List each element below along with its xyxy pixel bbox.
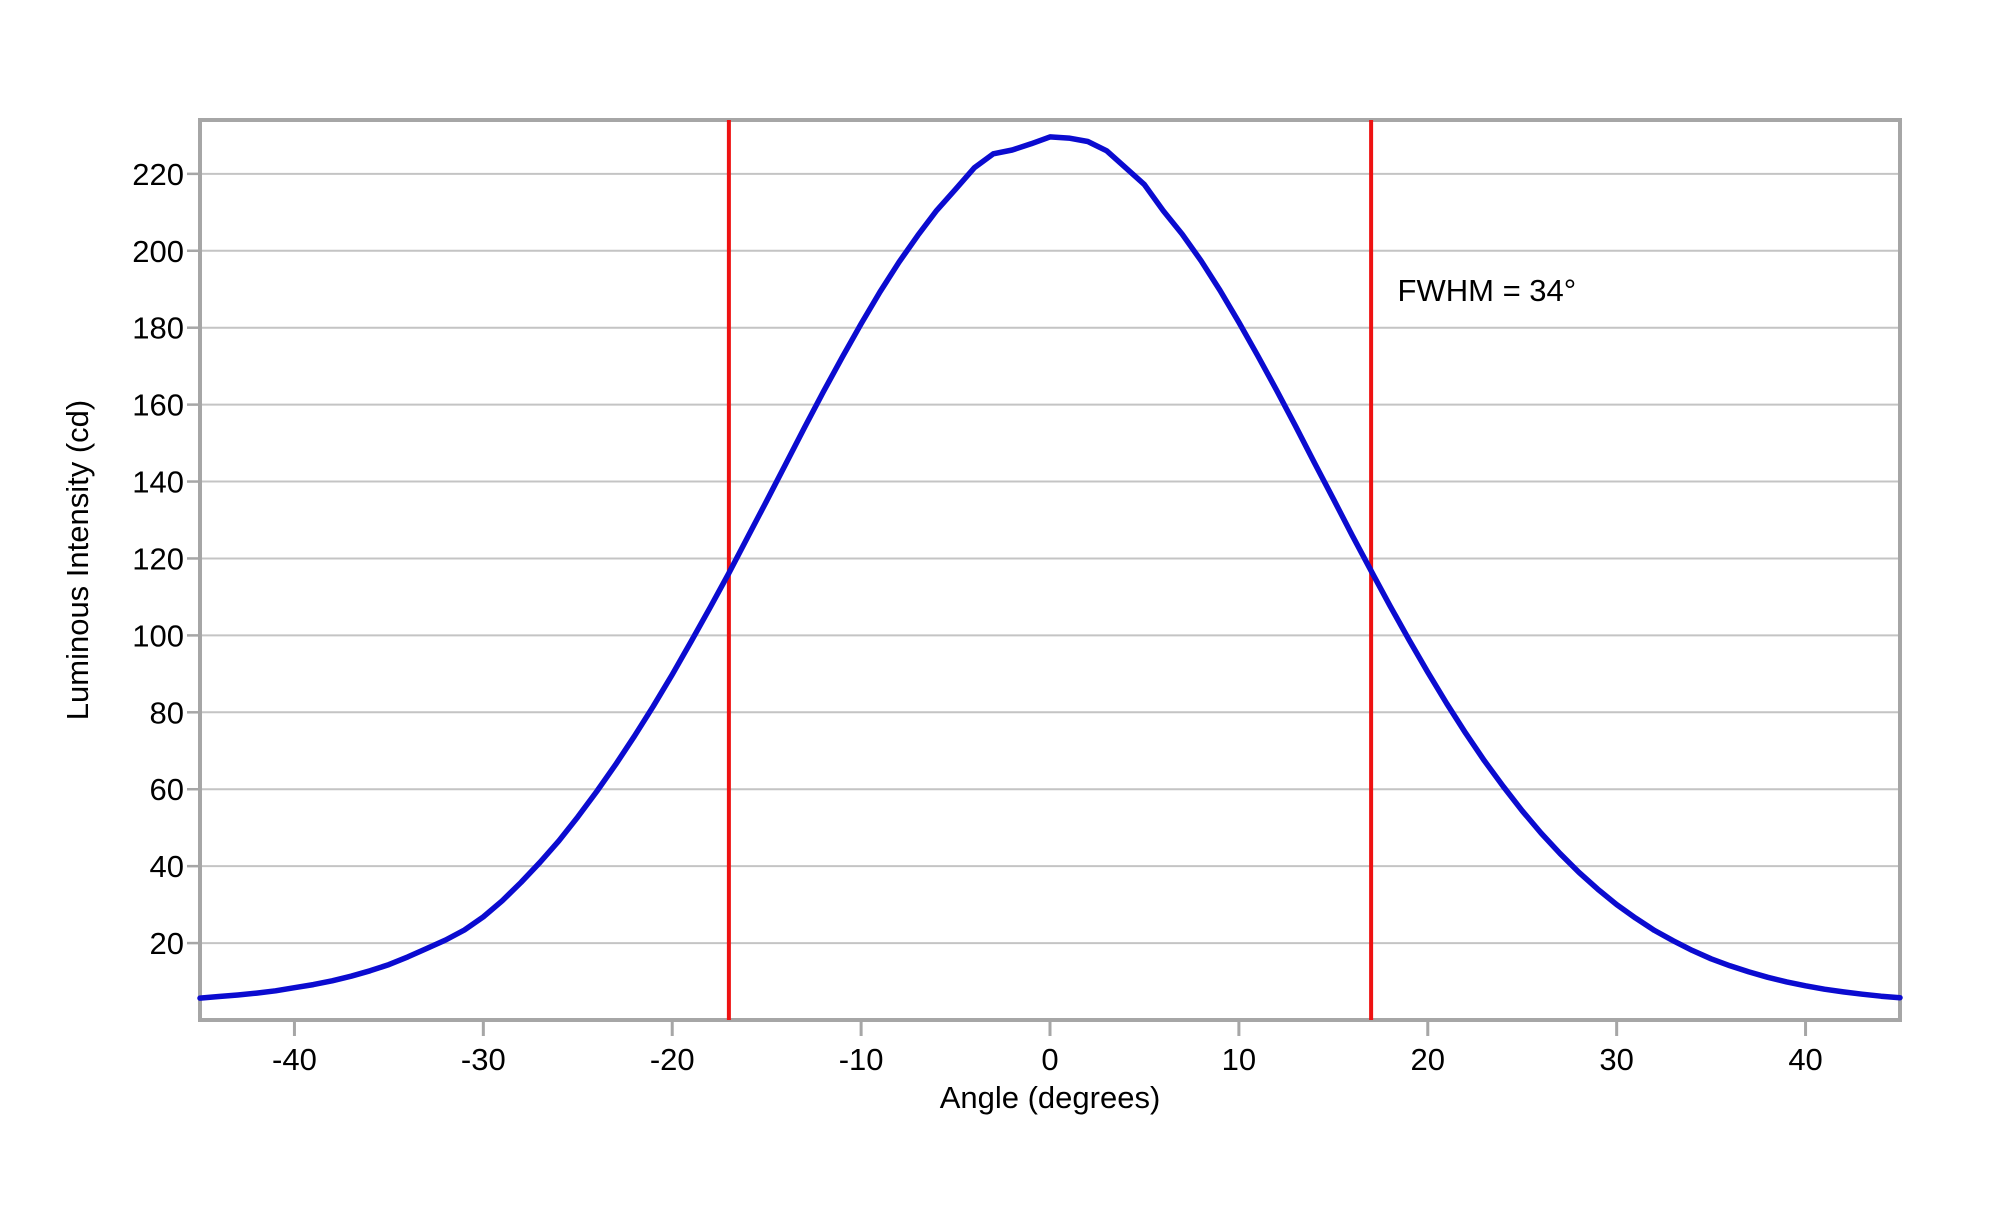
x-tick-label: 20	[1411, 1042, 1445, 1077]
y-tick-label: 60	[150, 772, 184, 807]
x-tick-label: -20	[650, 1042, 695, 1077]
gridlines-layer	[202, 172, 1898, 945]
y-tick-label: 180	[132, 311, 184, 346]
x-tick-label: -30	[461, 1042, 506, 1077]
fwhm-lines-layer	[726, 120, 1374, 1020]
y-tick-label: 220	[132, 157, 184, 192]
plot-area-border	[198, 118, 1902, 1022]
y-tick-label: 40	[150, 849, 184, 884]
y-tick-label: 20	[150, 926, 184, 961]
x-tick-label: 10	[1222, 1042, 1256, 1077]
intensity-curve	[197, 134, 1903, 1001]
y-tick-label: 140	[132, 465, 184, 500]
x-tick-label: -10	[839, 1042, 884, 1077]
x-tick-label: -40	[272, 1042, 317, 1077]
x-tick-label: 30	[1599, 1042, 1633, 1077]
x-tick-label: 40	[1788, 1042, 1822, 1077]
y-tick-label: 160	[132, 388, 184, 423]
y-tick-label: 100	[132, 618, 184, 653]
y-tick-label: 120	[132, 541, 184, 576]
y-tick-label: 80	[150, 695, 184, 730]
x-tick-label: 0	[1041, 1042, 1058, 1077]
x-axis-title: Angle (degrees)	[940, 1080, 1161, 1115]
tick-marks-layer	[187, 172, 1808, 1036]
fwhm-annotation-label: FWHM = 34°	[1398, 273, 1577, 308]
y-tick-label: 200	[132, 234, 184, 269]
series-layer	[197, 134, 1903, 1001]
y-axis-title: Luminous Intensity (cd)	[60, 400, 95, 720]
